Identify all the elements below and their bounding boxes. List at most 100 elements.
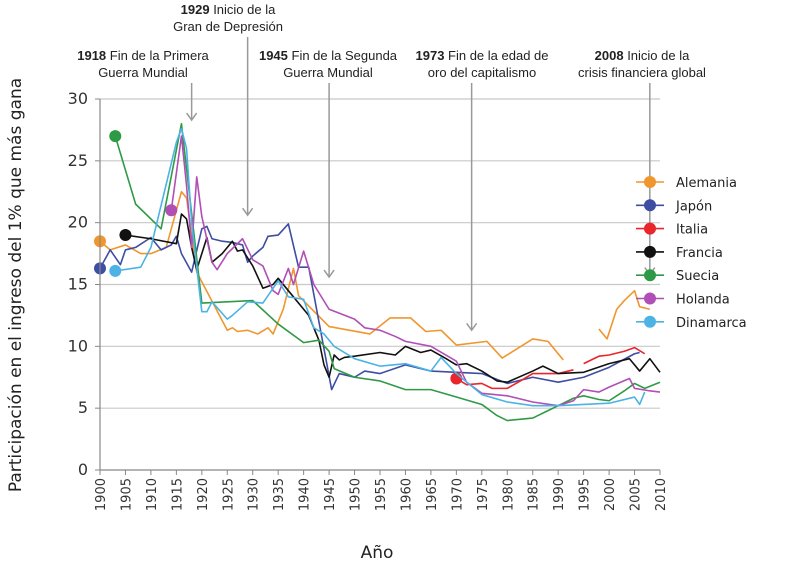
y-tick-label: 30: [68, 89, 88, 108]
x-tick-label: 1960: [399, 478, 414, 511]
x-axis-label: Año: [361, 543, 394, 563]
x-tick-label: 1970: [450, 478, 465, 511]
y-tick-label: 15: [68, 275, 88, 294]
annotation-line2: crisis financiera global: [578, 65, 706, 80]
annotation: 1929 Inicio de la Gran de Depresión: [173, 2, 283, 217]
legend: Alemania Japón Italia Francia Suecia Holanda D…: [636, 176, 747, 331]
x-tick-label: 1965: [425, 478, 440, 511]
x-tick-label: 1955: [374, 478, 389, 511]
x-tick-label: 1910: [145, 478, 160, 511]
annotation-line1: 1945 Fin de la Segunda: [259, 48, 398, 63]
series-start-marker: [109, 130, 122, 143]
legend-item: Japón: [636, 199, 712, 214]
annotation-line1: 1973 Fin de la edad de: [416, 48, 549, 63]
series-japón: [94, 223, 640, 391]
annotation-text: Inicio de la: [210, 2, 277, 17]
x-tick-label: 1985: [527, 478, 542, 511]
legend-marker: [644, 269, 656, 282]
legend-item: Alemania: [636, 176, 737, 191]
series-francia: [119, 213, 661, 383]
annotation-line1: 2008 Inicio de la: [595, 48, 690, 63]
x-tick-label: 1905: [119, 478, 134, 511]
legend-item: Italia: [636, 222, 708, 238]
annotation-year: 1918: [77, 48, 106, 63]
annotation-text: Fin de la edad de: [444, 48, 548, 63]
annotation-line2: Guerra Mundial: [283, 65, 373, 80]
x-tick-label: 1980: [501, 478, 516, 511]
annotation-year: 1973: [416, 48, 445, 63]
x-tick-label: 1935: [272, 478, 287, 511]
x-tick-label: 1940: [298, 478, 313, 511]
series-start-marker: [109, 264, 122, 277]
series-line: [170, 135, 661, 407]
legend-label: Francia: [676, 246, 723, 261]
x-tick-label: 2005: [629, 478, 644, 511]
x-tick-label: 1950: [349, 478, 364, 511]
legend-marker: [644, 245, 656, 258]
series-lines: [94, 122, 661, 422]
x-tick-label: 1915: [170, 478, 185, 511]
legend-item: Holanda: [636, 292, 730, 308]
annotation: 1945 Fin de la Segunda Guerra Mundial: [259, 48, 398, 279]
series-start-marker: [165, 204, 178, 217]
x-tick-label: 1900: [94, 478, 109, 511]
annotation-year: 2008: [595, 48, 624, 63]
x-tick-label: 1925: [221, 478, 236, 511]
legend-item: Suecia: [636, 269, 719, 284]
x-tick-label: 2010: [654, 478, 669, 511]
arrow-head-icon: [466, 322, 478, 332]
annotation-year: 1945: [259, 48, 288, 63]
annotation-line1: 1918 Fin de la Primera: [77, 48, 209, 63]
legend-label: Suecia: [676, 269, 719, 284]
series-line: [99, 223, 640, 391]
x-tick-label: 1930: [247, 478, 262, 511]
annotation-line2: Gran de Depresión: [173, 19, 283, 34]
y-tick-label: 25: [68, 151, 88, 170]
legend-item: Francia: [636, 245, 723, 261]
legend-marker: [644, 292, 656, 305]
arrow-head-icon: [186, 112, 198, 122]
annotation-text: Fin de la Segunda: [288, 48, 398, 63]
x-tick-label: 2000: [603, 478, 618, 511]
annotation-text: Fin de la Primera: [106, 48, 209, 63]
y-axis-label: Participación en el ingreso del 1% que m…: [6, 78, 26, 492]
series-dinamarca: [109, 127, 646, 407]
legend-label: Holanda: [676, 293, 730, 308]
x-tick-label: 1990: [552, 478, 567, 511]
x-tick-label: 1995: [578, 478, 593, 511]
series-start-marker: [119, 229, 132, 242]
legend-label: Japón: [675, 199, 712, 214]
x-tick-label: 1945: [323, 478, 338, 511]
annotation: 1973 Fin de la edad de oro del capitalism…: [416, 48, 549, 332]
y-tick-label: 10: [68, 336, 88, 355]
legend-item: Dinamarca: [636, 315, 747, 331]
series-line: [583, 346, 646, 365]
legend-marker: [644, 199, 656, 212]
series-line: [114, 122, 661, 422]
legend-marker: [644, 222, 656, 235]
legend-label: Alemania: [676, 176, 737, 191]
annotation-line2: oro del capitalismo: [428, 65, 536, 80]
series-alemania: [94, 190, 651, 361]
series-holanda: [165, 135, 661, 407]
x-tick-label: 1920: [196, 478, 211, 511]
series-suecia: [109, 122, 661, 422]
series-line: [455, 369, 574, 390]
annotation-year: 1929: [181, 2, 210, 17]
annotation-line2: Guerra Mundial: [98, 65, 188, 80]
legend-label: Dinamarca: [676, 316, 747, 331]
arrow-head-icon: [323, 269, 335, 279]
y-tick-label: 5: [78, 398, 88, 417]
legend-marker: [644, 315, 656, 328]
annotation-text: Inicio de la: [624, 48, 691, 63]
series-line: [99, 190, 564, 361]
series-line: [115, 127, 646, 407]
legend-marker: [644, 176, 656, 188]
series-line: [125, 213, 661, 383]
y-tick-label: 0: [78, 460, 88, 479]
arrow-head-icon: [242, 207, 254, 217]
annotation: 1918 Fin de la Primera Guerra Mundial: [77, 48, 210, 122]
y-tick-label: 20: [68, 213, 88, 232]
